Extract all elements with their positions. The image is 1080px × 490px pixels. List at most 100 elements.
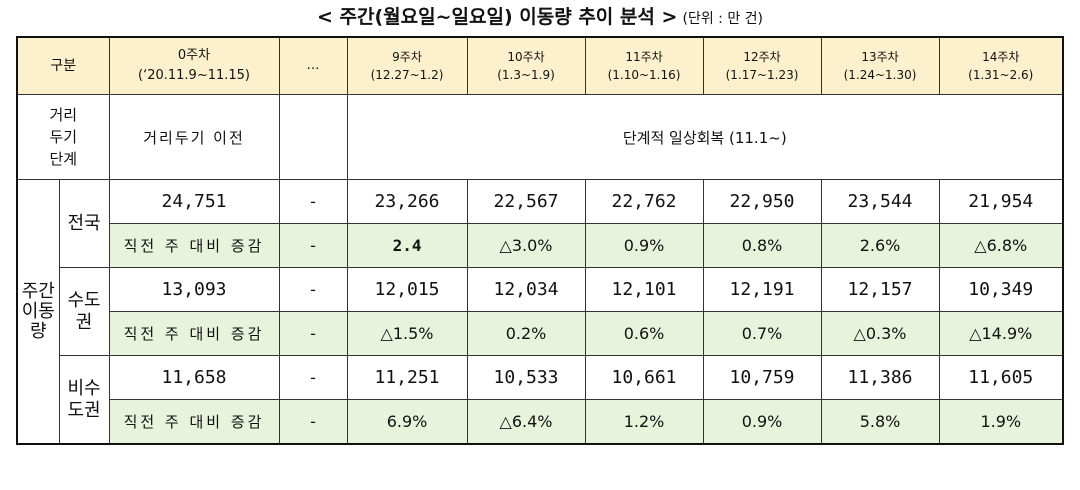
change-cell: 2.4 bbox=[346, 223, 468, 268]
week-range: (1.17~1.23) bbox=[725, 68, 799, 82]
change-ellipsis: - bbox=[278, 399, 348, 445]
title-main: < 주간(월요일~일요일) 이동량 추이 분석 > bbox=[316, 6, 678, 28]
week-label: 14주차 bbox=[982, 50, 1020, 64]
week-range: (1.24~1.30) bbox=[843, 68, 917, 82]
value-cell: 12,101 bbox=[584, 267, 704, 312]
header-ellipsis: … bbox=[278, 36, 348, 95]
week-label: 12주차 bbox=[743, 50, 781, 64]
stage-label-line1: 거리 bbox=[49, 106, 78, 124]
change-cell: 0.2% bbox=[466, 311, 586, 356]
value-cell: 23,266 bbox=[346, 179, 468, 224]
value-ellipsis: - bbox=[278, 267, 348, 312]
week0-label: 0주차 bbox=[177, 48, 211, 63]
table-row-capital-changes: 직전 주 대비 증감 - △1.5% 0.2% 0.6% 0.7% △0.3% … bbox=[17, 311, 1064, 356]
table-row-national-changes: 직전 주 대비 증감 - 2.4 △3.0% 0.9% 0.8% 2.6% △6… bbox=[17, 223, 1064, 268]
week-label: 13주차 bbox=[861, 50, 899, 64]
value-cell: 10,533 bbox=[466, 355, 586, 400]
change-ellipsis: - bbox=[278, 311, 348, 356]
region-capital-line2: 권 bbox=[75, 311, 93, 333]
value-cell: 23,544 bbox=[820, 179, 940, 224]
change-cell: △0.3% bbox=[820, 311, 940, 356]
change-cell: △3.0% bbox=[466, 223, 586, 268]
change-cell: 2.6% bbox=[820, 223, 940, 268]
table-title: < 주간(월요일~일요일) 이동량 추이 분석 > (단위 : 만 건) bbox=[0, 0, 1080, 40]
week-range: (1.31~2.6) bbox=[968, 68, 1034, 82]
week0-range: (‘20.11.9~11.15) bbox=[138, 68, 251, 83]
region-capital-line1: 수도 bbox=[67, 289, 101, 311]
change-cell: △6.8% bbox=[938, 223, 1064, 268]
value-week0: 11,658 bbox=[108, 355, 280, 400]
value-cell: 22,950 bbox=[702, 179, 822, 224]
value-cell: 11,386 bbox=[820, 355, 940, 400]
value-ellipsis: - bbox=[278, 179, 348, 224]
week-range: (1.3~1.9) bbox=[497, 68, 555, 82]
change-cell: 6.9% bbox=[346, 399, 468, 445]
header-week-11: 11주차 (1.10~1.16) bbox=[584, 36, 704, 95]
header-week-10: 10주차 (1.3~1.9) bbox=[466, 36, 586, 95]
side-label-line1: 주간 bbox=[21, 280, 55, 302]
stage-row: 거리 두기 단계 거리두기 이전 단계적 일상회복 (11.1~) bbox=[16, 94, 1064, 180]
week-range: (1.10~1.16) bbox=[607, 68, 681, 82]
title-unit: (단위 : 만 건) bbox=[682, 11, 763, 27]
value-cell: 10,759 bbox=[702, 355, 822, 400]
value-cell: 12,191 bbox=[702, 267, 822, 312]
change-ellipsis: - bbox=[278, 223, 348, 268]
change-cell: △1.5% bbox=[346, 311, 468, 356]
change-label: 직전 주 대비 증감 bbox=[108, 311, 280, 356]
change-cell: 5.8% bbox=[820, 399, 940, 445]
value-cell: 12,034 bbox=[466, 267, 586, 312]
region-noncapital-line1: 비수 bbox=[67, 377, 101, 399]
change-cell: 0.9% bbox=[584, 223, 704, 268]
header-week0: 0주차 (‘20.11.9~11.15) bbox=[108, 36, 280, 95]
stage-before: 거리두기 이전 bbox=[108, 94, 280, 180]
mobility-table: 구분 0주차 (‘20.11.9~11.15) … 9주차 (12.27~1.2… bbox=[16, 36, 1065, 445]
value-week0: 13,093 bbox=[108, 267, 280, 312]
header-week-13: 13주차 (1.24~1.30) bbox=[820, 36, 940, 95]
change-cell: 0.6% bbox=[584, 311, 704, 356]
stage-after: 단계적 일상회복 (11.1~) bbox=[346, 94, 1064, 180]
stage-ellipsis-cell bbox=[278, 94, 348, 180]
region-capital: 수도 권 bbox=[58, 267, 110, 356]
header-row: 구분 0주차 (‘20.11.9~11.15) … 9주차 (12.27~1.2… bbox=[16, 36, 1064, 95]
value-cell: 10,349 bbox=[938, 267, 1064, 312]
change-cell: 1.2% bbox=[584, 399, 704, 445]
stage-label-line3: 단계 bbox=[49, 150, 78, 168]
value-cell: 12,015 bbox=[346, 267, 468, 312]
header-week-12: 12주차 (1.17~1.23) bbox=[702, 36, 822, 95]
stage-label-line2: 두기 bbox=[49, 128, 78, 146]
header-week-9: 9주차 (12.27~1.2) bbox=[346, 36, 468, 95]
value-cell: 12,157 bbox=[820, 267, 940, 312]
week-label: 11주차 bbox=[625, 50, 663, 64]
change-cell: 0.9% bbox=[702, 399, 822, 445]
side-label-line2: 이동 bbox=[21, 300, 55, 322]
region-noncapital-line2: 도권 bbox=[67, 399, 101, 421]
value-cell: 11,605 bbox=[938, 355, 1064, 400]
table-row-noncapital-changes: 직전 주 대비 증감 - 6.9% △6.4% 1.2% 0.9% 5.8% 1… bbox=[17, 399, 1064, 445]
header-week-14: 14주차 (1.31~2.6) bbox=[938, 36, 1064, 95]
value-ellipsis: - bbox=[278, 355, 348, 400]
change-label: 직전 주 대비 증감 bbox=[108, 223, 280, 268]
change-cell: 1.9% bbox=[938, 399, 1064, 445]
change-cell: △6.4% bbox=[466, 399, 586, 445]
table-row-national-values: 주간 이동 량 전국 24,751 - 23,266 22,567 22,762… bbox=[16, 179, 1064, 445]
stage-label: 거리 두기 단계 bbox=[16, 94, 110, 180]
value-cell: 22,567 bbox=[466, 179, 586, 224]
change-cell: 0.8% bbox=[702, 223, 822, 268]
week-label: 9주차 bbox=[392, 50, 422, 64]
week-range: (12.27~1.2) bbox=[370, 68, 444, 82]
change-cell: △14.9% bbox=[938, 311, 1064, 356]
region-national: 전국 bbox=[58, 179, 110, 268]
week-label: 10주차 bbox=[507, 50, 545, 64]
value-cell: 21,954 bbox=[938, 179, 1064, 224]
region-noncapital: 비수 도권 bbox=[58, 355, 110, 445]
side-label-line3: 량 bbox=[29, 320, 47, 342]
header-category: 구분 bbox=[16, 36, 110, 95]
value-cell: 11,251 bbox=[346, 355, 468, 400]
table-row-noncapital-values: 비수 도권 11,658 - 11,251 10,533 10,661 10,7… bbox=[17, 355, 1064, 445]
change-cell: 0.7% bbox=[702, 311, 822, 356]
value-cell: 22,762 bbox=[584, 179, 704, 224]
change-label: 직전 주 대비 증감 bbox=[108, 399, 280, 445]
table-row-capital-values: 수도 권 13,093 - 12,015 12,034 12,101 12,19… bbox=[17, 267, 1064, 356]
value-week0: 24,751 bbox=[108, 179, 280, 224]
value-cell: 10,661 bbox=[584, 355, 704, 400]
